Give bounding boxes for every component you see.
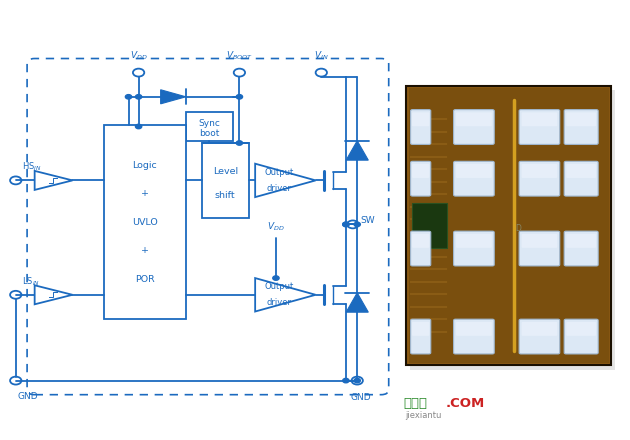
FancyBboxPatch shape <box>454 161 494 196</box>
Circle shape <box>125 95 132 99</box>
FancyBboxPatch shape <box>410 90 615 370</box>
FancyBboxPatch shape <box>412 112 429 126</box>
FancyBboxPatch shape <box>412 234 429 248</box>
FancyBboxPatch shape <box>519 161 559 196</box>
FancyBboxPatch shape <box>104 125 186 319</box>
FancyBboxPatch shape <box>456 234 492 248</box>
FancyBboxPatch shape <box>564 110 598 144</box>
Circle shape <box>354 378 360 383</box>
FancyBboxPatch shape <box>409 88 609 363</box>
Text: $V_{DD}$: $V_{DD}$ <box>267 220 285 233</box>
Text: $V_{BOOT}$: $V_{BOOT}$ <box>226 50 253 62</box>
Circle shape <box>273 276 279 280</box>
Text: LS$_{IN}$: LS$_{IN}$ <box>22 275 40 288</box>
FancyBboxPatch shape <box>519 231 559 266</box>
FancyBboxPatch shape <box>411 161 431 196</box>
Text: $V_{IN}$: $V_{IN}$ <box>314 50 329 62</box>
Polygon shape <box>35 285 72 304</box>
Polygon shape <box>346 293 369 312</box>
Text: Level: Level <box>213 167 238 176</box>
FancyBboxPatch shape <box>566 322 596 336</box>
Text: D: D <box>515 224 521 233</box>
FancyBboxPatch shape <box>454 110 494 144</box>
Circle shape <box>135 125 142 128</box>
FancyBboxPatch shape <box>522 234 558 248</box>
Text: $V_{DD}$: $V_{DD}$ <box>130 50 147 62</box>
FancyBboxPatch shape <box>411 319 431 354</box>
FancyBboxPatch shape <box>454 319 494 354</box>
Text: Sync: Sync <box>198 118 220 128</box>
FancyBboxPatch shape <box>27 59 389 395</box>
FancyBboxPatch shape <box>564 161 598 196</box>
Polygon shape <box>255 164 316 197</box>
FancyBboxPatch shape <box>456 322 492 336</box>
Text: GND: GND <box>17 392 38 400</box>
FancyBboxPatch shape <box>566 112 596 126</box>
FancyBboxPatch shape <box>566 164 596 178</box>
FancyBboxPatch shape <box>412 322 429 336</box>
FancyBboxPatch shape <box>412 164 429 178</box>
Circle shape <box>343 378 349 383</box>
FancyBboxPatch shape <box>411 110 431 144</box>
Polygon shape <box>346 141 369 160</box>
FancyBboxPatch shape <box>564 319 598 354</box>
Polygon shape <box>255 278 316 312</box>
FancyBboxPatch shape <box>522 164 558 178</box>
Polygon shape <box>161 90 186 104</box>
Circle shape <box>354 222 360 227</box>
Text: .COM: .COM <box>446 397 485 410</box>
FancyBboxPatch shape <box>186 112 233 141</box>
Circle shape <box>236 95 243 99</box>
FancyBboxPatch shape <box>413 203 447 248</box>
Text: UVLO: UVLO <box>132 218 158 227</box>
Text: Logic: Logic <box>132 161 158 169</box>
FancyBboxPatch shape <box>519 110 559 144</box>
Text: driver: driver <box>266 298 292 307</box>
Text: Output: Output <box>265 168 294 177</box>
Text: +: + <box>141 246 149 255</box>
Text: GND: GND <box>350 393 370 402</box>
FancyBboxPatch shape <box>522 322 558 336</box>
Circle shape <box>343 222 349 227</box>
Circle shape <box>135 95 142 99</box>
Text: SW: SW <box>360 216 375 225</box>
Text: shift: shift <box>215 191 236 200</box>
Circle shape <box>343 222 349 227</box>
Text: jiexiantu: jiexiantu <box>405 411 442 420</box>
FancyBboxPatch shape <box>519 319 559 354</box>
FancyBboxPatch shape <box>566 234 596 248</box>
FancyBboxPatch shape <box>456 112 492 126</box>
Text: Output: Output <box>265 282 294 291</box>
Text: 接线图: 接线图 <box>403 397 427 410</box>
Polygon shape <box>35 171 72 190</box>
FancyBboxPatch shape <box>456 164 492 178</box>
FancyBboxPatch shape <box>564 231 598 266</box>
Circle shape <box>236 141 243 145</box>
FancyBboxPatch shape <box>454 231 494 266</box>
FancyBboxPatch shape <box>406 86 611 365</box>
Text: POR: POR <box>135 275 155 284</box>
FancyBboxPatch shape <box>202 143 249 218</box>
Text: boot: boot <box>199 129 220 138</box>
Text: driver: driver <box>266 184 292 193</box>
Text: +: + <box>141 189 149 198</box>
FancyBboxPatch shape <box>522 112 558 126</box>
Text: HS$_{IN}$: HS$_{IN}$ <box>22 161 42 173</box>
FancyBboxPatch shape <box>411 231 431 266</box>
